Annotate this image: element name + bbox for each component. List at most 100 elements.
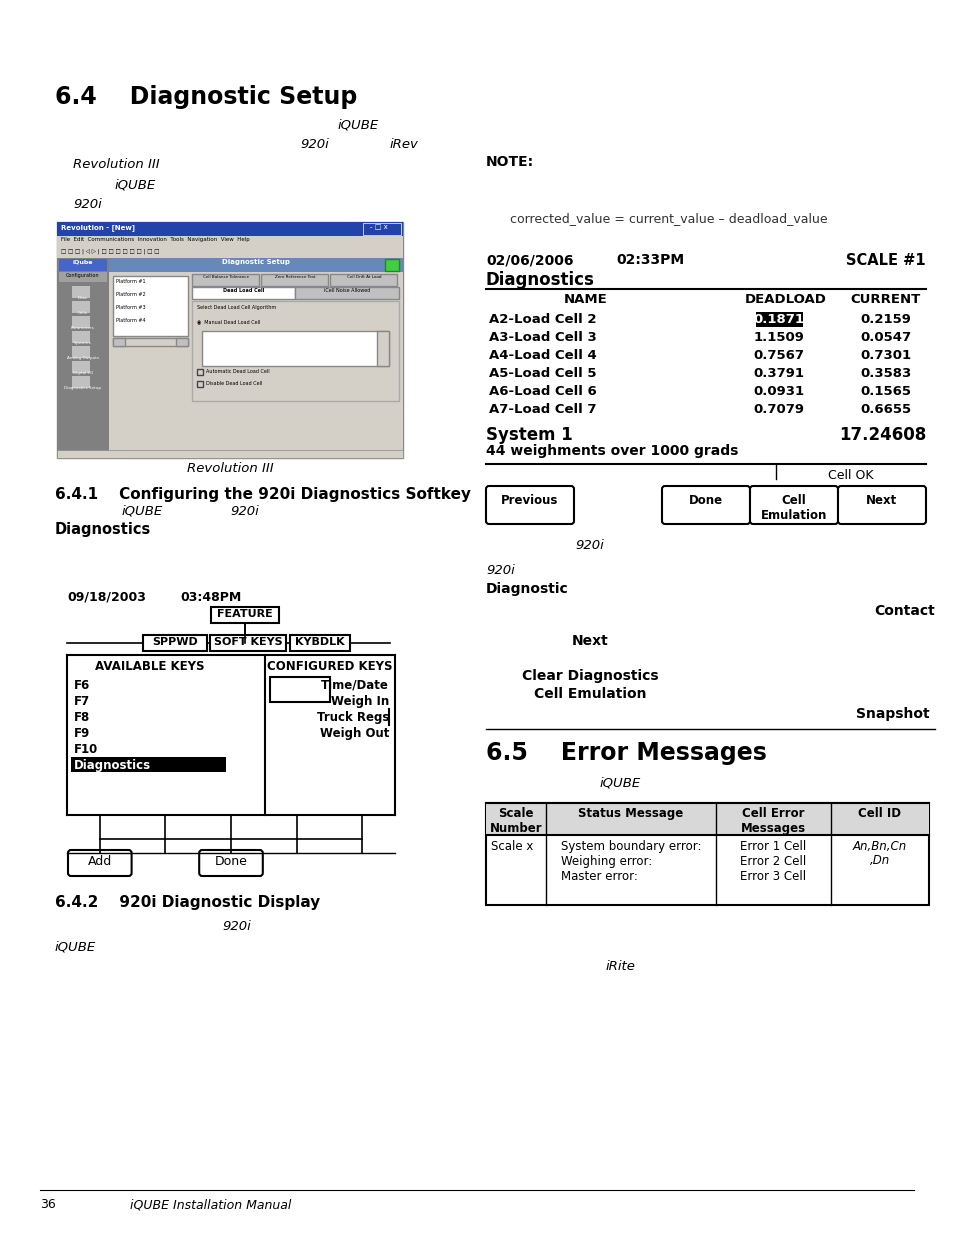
Text: 03:48PM: 03:48PM (180, 592, 241, 604)
Bar (196, 382, 203, 387)
Text: 0.7079: 0.7079 (753, 403, 803, 416)
Text: SCALE #1: SCALE #1 (845, 253, 924, 268)
Text: F10: F10 (74, 743, 98, 756)
Bar (71, 757, 226, 772)
FancyBboxPatch shape (485, 487, 574, 524)
Bar (143, 635, 207, 651)
Bar (363, 224, 400, 235)
FancyBboxPatch shape (68, 850, 132, 876)
Text: 0.1565: 0.1565 (860, 385, 910, 398)
Text: 920i: 920i (485, 564, 515, 577)
Bar (385, 259, 398, 270)
Text: Add: Add (88, 855, 112, 868)
Bar (330, 274, 396, 287)
Text: NOTE:: NOTE: (485, 156, 534, 169)
Text: An,Bn,Cn: An,Bn,Cn (852, 840, 906, 853)
Text: Diagnostic: Diagnostic (485, 582, 568, 597)
Text: 920i: 920i (575, 538, 604, 552)
Text: Weigh Out: Weigh Out (319, 727, 389, 740)
Bar (71, 301, 90, 312)
Text: AVAILABLE KEYS: AVAILABLE KEYS (95, 659, 205, 673)
Text: 6.5    Error Messages: 6.5 Error Messages (485, 741, 766, 764)
Text: Cell Error
Messages: Cell Error Messages (740, 806, 805, 835)
Bar (57, 450, 402, 458)
Text: Cells: Cells (78, 311, 88, 315)
Text: Analog Outputs: Analog Outputs (67, 356, 99, 359)
Text: iQUBE Installation Manual: iQUBE Installation Manual (130, 1198, 291, 1212)
Text: Previous: Previous (500, 494, 558, 508)
Text: iRev: iRev (390, 138, 418, 151)
Text: Error 1 Cell
Error 2 Cell
Error 3 Cell: Error 1 Cell Error 2 Cell Error 3 Cell (740, 840, 806, 883)
Bar (57, 222, 402, 236)
Bar (270, 677, 330, 701)
Text: Disable Dead Load Cell: Disable Dead Load Cell (206, 382, 262, 387)
Text: Diagnostics Setup: Diagnostics Setup (65, 387, 101, 390)
Bar (192, 274, 258, 287)
Bar (71, 331, 90, 343)
Text: iCell Noise Allowed: iCell Noise Allowed (324, 288, 370, 293)
Text: 0.6655: 0.6655 (860, 403, 911, 416)
Text: 0.3583: 0.3583 (860, 367, 911, 380)
FancyBboxPatch shape (661, 487, 749, 524)
Text: 6.4.1    Configuring the 920i Diagnostics Softkey: 6.4.1 Configuring the 920i Diagnostics S… (55, 487, 471, 501)
Text: System boundary error:
Weighing error:
Master error:: System boundary error: Weighing error: M… (560, 840, 700, 883)
Bar (109, 258, 402, 458)
Text: CURRENT: CURRENT (850, 293, 921, 306)
Bar (57, 247, 402, 258)
Text: 920i: 920i (222, 920, 251, 932)
Bar (71, 287, 90, 298)
Text: Select Dead Load Cell Algorithm: Select Dead Load Cell Algorithm (196, 305, 276, 310)
Text: CONFIGURED KEYS: CONFIGURED KEYS (267, 659, 393, 673)
Text: 0.0931: 0.0931 (753, 385, 803, 398)
Text: 920i: 920i (73, 198, 102, 211)
Text: Next: Next (571, 634, 608, 648)
Text: F7: F7 (74, 695, 90, 708)
Text: Platform #3: Platform #3 (116, 305, 146, 310)
Text: 44 weighments over 1000 grads: 44 weighments over 1000 grads (485, 445, 738, 458)
Bar (485, 803, 928, 835)
Bar (112, 338, 125, 346)
Bar (59, 272, 107, 282)
Text: Done: Done (214, 855, 247, 868)
Bar (71, 346, 90, 358)
Text: Status Message: Status Message (578, 806, 683, 820)
Text: 02:33PM: 02:33PM (616, 253, 683, 267)
Bar (192, 301, 398, 401)
Text: A2-Load Cell 2: A2-Load Cell 2 (489, 312, 596, 326)
Text: 0.0547: 0.0547 (860, 331, 911, 345)
Text: SOFT KEYS: SOFT KEYS (213, 637, 282, 647)
Text: KYBDLK: KYBDLK (294, 637, 344, 647)
Bar (109, 258, 402, 272)
Bar (57, 236, 402, 247)
Text: Scale x: Scale x (491, 840, 533, 853)
Text: File  Edit  Communications  Innovation  Tools  Navigation  View  Help: File Edit Communications Innovation Tool… (61, 237, 250, 242)
Bar (211, 606, 278, 622)
Bar (57, 222, 402, 458)
Text: Cell OK: Cell OK (827, 469, 873, 482)
Text: 09/18/2003: 09/18/2003 (67, 592, 146, 604)
Text: F8: F8 (74, 711, 91, 724)
Text: Contact: Contact (873, 604, 934, 618)
Text: corrected_value = current_value – deadload_value: corrected_value = current_value – deadlo… (510, 212, 827, 225)
Text: iQUBE: iQUBE (337, 119, 379, 131)
Text: Configuration: Configuration (66, 273, 100, 278)
Bar (112, 338, 188, 346)
Bar (192, 287, 295, 299)
Text: Diagnostic Setup: Diagnostic Setup (222, 259, 290, 266)
Text: 0.7301: 0.7301 (860, 350, 911, 362)
Bar (755, 312, 802, 327)
Bar (485, 803, 928, 905)
Text: System 1: System 1 (485, 426, 572, 445)
Text: Parameters: Parameters (71, 326, 94, 330)
Bar (196, 369, 203, 375)
Text: Cell
Emulation: Cell Emulation (760, 494, 826, 522)
Text: Systems: Systems (74, 341, 91, 345)
Text: Weigh In: Weigh In (331, 695, 389, 708)
Text: 1.1509: 1.1509 (753, 331, 803, 345)
Text: Revolution III: Revolution III (187, 462, 273, 475)
Text: iRite: iRite (604, 960, 635, 973)
FancyBboxPatch shape (199, 850, 262, 876)
Text: 02/06/2006: 02/06/2006 (485, 253, 573, 267)
Text: NAME: NAME (563, 293, 607, 306)
Text: Cell ID: Cell ID (858, 806, 901, 820)
